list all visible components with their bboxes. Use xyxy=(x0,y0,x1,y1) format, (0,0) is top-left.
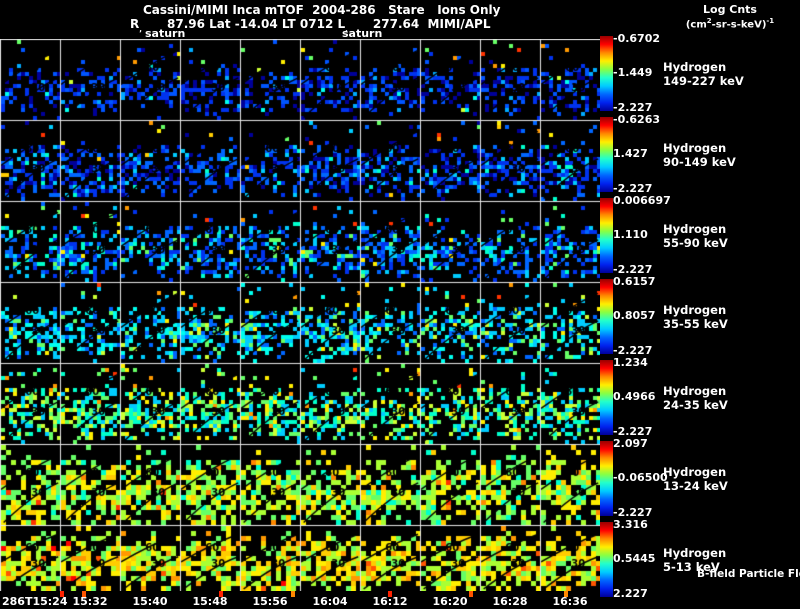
species-label: Hydrogen xyxy=(663,545,727,560)
flow-mark xyxy=(388,591,392,597)
species-label: Hydrogen xyxy=(663,140,727,155)
time-tick-label: 286T15:24 xyxy=(2,595,68,608)
time-tick-label: 16:20 xyxy=(432,595,468,608)
colorbar-row-2 xyxy=(600,117,613,192)
ephemeris-subscript: , xyxy=(345,25,348,34)
flow-mark xyxy=(60,591,64,597)
colorbar-row-3 xyxy=(600,198,613,273)
channel-label-row-5: Hydrogen 24-35 keV xyxy=(663,384,728,412)
channel-label-row-1: Hydrogen 149-227 keV xyxy=(663,60,744,88)
colorbar-row-1 xyxy=(600,36,613,111)
time-tick-label: 16:12 xyxy=(372,595,408,608)
ephemeris-text: R xyxy=(130,17,140,31)
flow-mark xyxy=(219,591,223,597)
colorbar-row-7 xyxy=(600,522,613,597)
scale-min-row-2: -2.227 xyxy=(613,182,653,195)
scale-mid-row-3: 1.110 xyxy=(613,227,648,241)
colorbar-units: Log Cnts (cm2-sr-s-keV)-1 xyxy=(660,3,800,30)
bfield-flow-label: B-field Particle Flow xyxy=(697,568,800,580)
scale-mid-row-6: -0.06500 xyxy=(613,470,668,484)
ephemeris-subscript: , xyxy=(139,25,142,34)
energy-range-label: 13-24 keV xyxy=(663,478,728,493)
scale-min-row-4: -2.227 xyxy=(613,344,653,357)
log-cnts-label: Log Cnts xyxy=(703,3,757,16)
species-label: Hydrogen xyxy=(663,464,727,479)
scale-mid-row-1: -1.449 xyxy=(613,65,653,79)
time-tick-label: 15:48 xyxy=(192,595,228,608)
time-tick-label: 16:36 xyxy=(552,595,588,608)
energy-range-label: 5-13 keV xyxy=(663,559,720,574)
scale-mid-row-4: 0.8057 xyxy=(613,308,656,322)
colorbar-row-5 xyxy=(600,360,613,435)
channel-label-row-4: Hydrogen 35-55 keV xyxy=(663,303,728,331)
species-label: Hydrogen xyxy=(663,221,727,236)
scale-min-row-5: -2.227 xyxy=(613,425,653,438)
scale-mid-row-7: 0.5445 xyxy=(613,551,656,565)
species-label: Hydrogen xyxy=(663,59,727,74)
energy-range-label: 35-55 keV xyxy=(663,316,728,331)
channel-label-row-7: Hydrogen 5-13 keV xyxy=(663,546,726,574)
channel-label-row-2: Hydrogen 90-149 keV xyxy=(663,141,736,169)
flow-mark xyxy=(564,591,568,597)
time-tick-label: 15:32 xyxy=(72,595,108,608)
scale-max-row-2: -0.6263 xyxy=(613,113,661,126)
flow-mark xyxy=(82,591,86,597)
energy-range-label: 149-227 keV xyxy=(663,73,744,88)
species-label: Hydrogen xyxy=(663,383,727,398)
scale-min-row-3: -2.227 xyxy=(613,263,653,276)
scale-max-row-7: 3.316 xyxy=(613,518,648,531)
species-label: Hydrogen xyxy=(663,302,727,317)
saturn-marker-1: saturn xyxy=(145,27,186,40)
colorbar-row-4 xyxy=(600,279,613,354)
flow-mark xyxy=(469,591,473,597)
scale-max-row-1: -0.6702 xyxy=(613,32,661,45)
time-tick-label: 16:04 xyxy=(312,595,348,608)
units-formula: (cm2-sr-s-keV)-1 xyxy=(685,17,775,31)
channel-label-row-6: Hydrogen 13-24 keV xyxy=(663,465,728,493)
energy-range-label: 55-90 keV xyxy=(663,235,728,250)
time-tick-label: 15:56 xyxy=(252,595,288,608)
page-title: Cassini/MIMI Inca mTOF 2004-286 Stare Io… xyxy=(143,3,501,17)
scale-max-row-5: 1.234 xyxy=(613,356,648,369)
heatmap-grid xyxy=(0,39,600,591)
scale-max-row-4: 0.6157 xyxy=(613,275,656,288)
flow-mark xyxy=(291,591,295,597)
ephemeris-text: 87.96 Lat -14.04 LT 0712 L xyxy=(141,17,346,31)
time-tick-label: 16:28 xyxy=(492,595,528,608)
energy-range-label: 90-149 keV xyxy=(663,154,736,169)
channel-label-row-3: Hydrogen 55-90 keV xyxy=(663,222,728,250)
ephemeris-text: 277.64 MIMI/APL xyxy=(347,17,491,31)
scale-max-row-6: 2.097 xyxy=(613,437,648,450)
time-tick-label: 15:40 xyxy=(132,595,168,608)
colorbar-row-6 xyxy=(600,441,613,516)
scale-min-row-1: -2.227 xyxy=(613,101,653,114)
scale-min-row-7: 2.227 xyxy=(613,587,648,600)
scale-min-row-6: -2.227 xyxy=(613,506,653,519)
scale-max-row-3: 0.006697 xyxy=(613,194,671,207)
scale-mid-row-5: 0.4966 xyxy=(613,389,656,403)
energy-range-label: 24-35 keV xyxy=(663,397,728,412)
ephemeris-line: R, 87.96 Lat -14.04 LT 0712 L, 277.64 MI… xyxy=(130,17,490,33)
saturn-marker-2: saturn xyxy=(342,27,383,40)
scale-mid-row-2: 1.427 xyxy=(613,146,648,160)
